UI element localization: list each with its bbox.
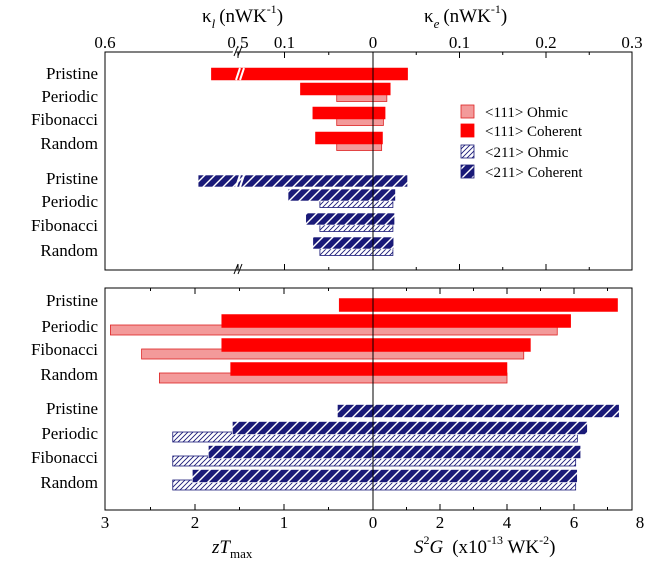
bottom-left-tick-label: 3 (101, 513, 110, 532)
top-category-label: Periodic (41, 192, 98, 211)
bar-break-pristine-211 (235, 174, 245, 188)
bar-top-111-coherent-fibonacci (312, 106, 386, 120)
bar-top-111-ohmic-random (336, 143, 383, 151)
bar-top-111-ohmic-fibonacci (336, 118, 384, 126)
legend-label: <111> Ohmic (485, 105, 568, 121)
legend-label: <211> Coherent (485, 165, 583, 181)
bottom-category-label: Periodic (41, 317, 98, 336)
legend-label: <111> Coherent (485, 124, 583, 140)
bottom-right-tick-label: 6 (570, 513, 579, 532)
bar-bottom-111-coherent-random (230, 362, 508, 376)
legend-swatch (460, 104, 475, 119)
bar-top-111-ohmic-periodic (336, 94, 388, 102)
bottom-right-axis-title: S2G (x10-13 WK-2) (414, 533, 555, 558)
legend-label: <211> Ohmic (485, 145, 569, 161)
axis-break-top (231, 42, 243, 57)
bar-top-111-coherent-random (315, 131, 383, 145)
legend: <111> Ohmic <111> Coherent <211> Ohmic <211… (460, 104, 583, 181)
bottom-category-label: Fibonacci (31, 448, 98, 467)
bottom-category-label: Pristine (46, 399, 98, 418)
bar-break-pristine-111 (235, 67, 245, 81)
bar-layer (110, 67, 620, 491)
top-left-tick-label: 0 (369, 33, 378, 52)
top-category-label: Pristine (46, 64, 98, 83)
bar-top-211-coherent-periodic (287, 188, 396, 202)
bottom-panel-frame (104, 287, 633, 511)
bottom-category-label: Random (40, 365, 98, 384)
legend-swatch (460, 144, 475, 159)
top-category-label: Periodic (41, 87, 98, 106)
top-category-label: Fibonacci (31, 110, 98, 129)
bottom-category-label: Periodic (41, 424, 98, 443)
bar-bottom-111-coherent-periodic (221, 314, 571, 328)
top-left-tick-label: 0.1 (274, 33, 295, 52)
legend-swatch (460, 123, 475, 138)
bar-top-211-coherent-fibonacci (305, 212, 395, 226)
bar-top-211-ohmic-fibonacci (319, 224, 394, 232)
bottom-category-label: Pristine (46, 291, 98, 310)
tick-layer: 0.6 0.5 0.1 0 0.1 0.2 0.33 2 1 0 2 4 6 8 (94, 33, 644, 532)
bar-top-211-ohmic-periodic (319, 200, 394, 208)
top-right-tick-label: 0.3 (621, 33, 642, 52)
bottom-left-axis-title: zTmax (211, 537, 253, 561)
legend-swatch (460, 164, 475, 179)
bar-bottom-211-coherent-pristine (337, 404, 620, 418)
bottom-right-tick-label: 2 (436, 513, 445, 532)
bar-bottom-111-coherent-pristine (338, 298, 618, 312)
bar-top-211-coherent-random (312, 236, 395, 250)
bottom-right-tick-label: 8 (636, 513, 645, 532)
bar-bottom-211-coherent-periodic (232, 421, 588, 435)
bar-bottom-211-coherent-fibonacci (208, 445, 582, 459)
top-panel-frame (104, 51, 633, 271)
bottom-category-label: Random (40, 473, 98, 492)
bottom-category-label: Fibonacci (31, 340, 98, 359)
bottom-left-tick-label: 1 (280, 513, 289, 532)
top-category-label: Random (40, 241, 98, 260)
top-category-label: Random (40, 134, 98, 153)
bar-bottom-211-coherent-random (192, 469, 578, 483)
bottom-left-tick-label: 0 (369, 513, 378, 532)
bar-top-211-ohmic-random (319, 248, 394, 256)
top-right-tick-label: 0.2 (535, 33, 556, 52)
top-right-axis-title: κe (nWK-1) (424, 2, 507, 31)
axis-break-bottom (233, 263, 243, 275)
top-category-label: Pristine (46, 169, 98, 188)
top-left-axis-title: κl (nWK-1) (202, 2, 283, 31)
bar-top-111-coherent-periodic (300, 82, 391, 96)
bottom-right-tick-label: 4 (503, 513, 512, 532)
bottom-left-tick-label: 2 (191, 513, 200, 532)
top-category-label: Fibonacci (31, 216, 98, 235)
top-left-tick-label: 0.6 (94, 33, 115, 52)
top-right-tick-label: 0.1 (449, 33, 470, 52)
bar-bottom-111-coherent-fibonacci (221, 338, 531, 352)
category-label-layer: Pristine Periodic Fibonacci Random Pristine P… (31, 64, 98, 492)
bar-top-111-coherent-pristine (211, 67, 408, 81)
bar-top-211-coherent-pristine (197, 174, 408, 188)
